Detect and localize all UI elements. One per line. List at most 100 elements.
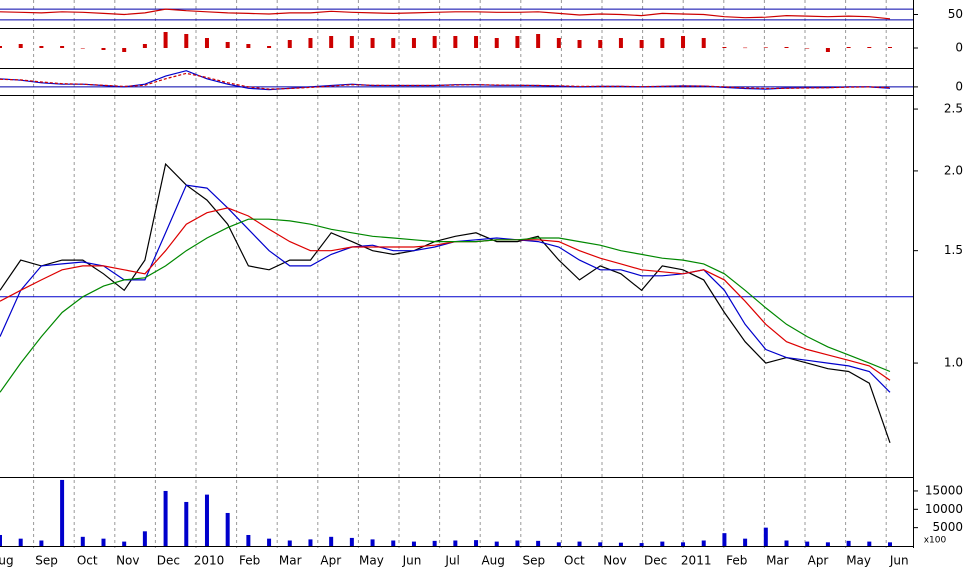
bar xyxy=(618,38,623,48)
bar xyxy=(163,490,168,546)
x-tick-label: May xyxy=(846,554,871,568)
bar xyxy=(101,538,106,546)
x-tick-label: Nov xyxy=(603,554,626,568)
bar xyxy=(888,47,892,48)
x-tick-label: Feb xyxy=(726,554,747,568)
bar xyxy=(391,38,396,48)
x-tick-label: Oct xyxy=(77,554,98,568)
series-line xyxy=(0,8,891,20)
bar xyxy=(556,38,561,48)
bar xyxy=(763,47,768,48)
y-tick-label: 0 xyxy=(955,41,963,55)
x-tick-label: Jul xyxy=(444,554,459,568)
bar xyxy=(80,536,85,546)
y-tick-label: 15000 xyxy=(925,483,963,497)
x-tick-label: Jun xyxy=(889,554,909,568)
bar xyxy=(204,494,209,546)
bar xyxy=(805,541,810,546)
x-tick-label: Sep xyxy=(522,554,545,568)
bar xyxy=(39,540,44,546)
bar xyxy=(184,34,189,48)
bar xyxy=(577,40,582,48)
x-tick-label: Oct xyxy=(564,554,585,568)
x-tick-label: Mar xyxy=(766,554,789,568)
unit-label: x100 xyxy=(924,536,947,546)
x-tick-label: Aug xyxy=(481,554,504,568)
bar xyxy=(349,537,354,546)
series-line xyxy=(0,72,891,90)
bar xyxy=(122,541,127,546)
bar xyxy=(867,47,872,48)
bar xyxy=(370,539,375,546)
bar xyxy=(432,540,437,546)
bar xyxy=(639,543,644,546)
bar xyxy=(267,46,272,48)
series-line xyxy=(0,207,891,381)
y-tick-label: 5000 xyxy=(932,520,963,534)
bar xyxy=(743,538,748,546)
bar xyxy=(888,542,892,546)
bar xyxy=(598,40,603,48)
bar xyxy=(246,44,251,48)
bar xyxy=(474,36,479,48)
bar xyxy=(308,539,313,546)
bar xyxy=(494,38,499,48)
bar xyxy=(411,38,416,48)
bar xyxy=(867,541,872,546)
bar xyxy=(536,540,541,546)
bar xyxy=(763,527,768,546)
bar xyxy=(660,38,665,48)
bar xyxy=(101,48,106,50)
bar xyxy=(515,36,520,48)
bar xyxy=(142,531,147,546)
y-tick-label: 1.0 xyxy=(944,356,963,370)
bar xyxy=(391,540,396,546)
bar xyxy=(784,540,789,546)
bar xyxy=(287,540,292,546)
x-tick-label: Apr xyxy=(808,554,829,568)
series-line xyxy=(0,184,891,393)
y-tick-label: 0 xyxy=(955,79,963,93)
bar xyxy=(246,534,251,546)
x-tick-label: Apr xyxy=(320,554,341,568)
bar xyxy=(39,46,44,48)
bar xyxy=(184,501,189,546)
bar xyxy=(556,542,561,546)
bar xyxy=(494,541,499,546)
bar xyxy=(142,44,147,48)
bar xyxy=(515,540,520,546)
y-tick-label: 2.0 xyxy=(944,163,963,177)
bar xyxy=(18,44,23,48)
bar xyxy=(432,36,437,48)
bar xyxy=(370,38,375,48)
x-tick-label: Nov xyxy=(116,554,139,568)
x-tick-label: ug xyxy=(0,554,14,568)
y-tick-label: 50 xyxy=(948,7,963,21)
bar xyxy=(701,540,706,546)
bar xyxy=(453,36,458,48)
bar xyxy=(825,542,830,546)
bar xyxy=(411,541,416,546)
bar xyxy=(18,538,23,546)
bar xyxy=(846,47,851,48)
bar xyxy=(329,36,334,48)
bar xyxy=(577,541,582,546)
bar xyxy=(701,38,706,48)
x-tick-label: Dec xyxy=(157,554,180,568)
x-tick-label: Sep xyxy=(35,554,58,568)
bar xyxy=(308,38,313,48)
bar xyxy=(639,40,644,48)
bar xyxy=(722,533,727,546)
bar xyxy=(267,538,272,546)
x-tick-label: Feb xyxy=(239,554,260,568)
bar xyxy=(598,542,603,546)
bar xyxy=(743,47,748,49)
bar xyxy=(287,40,292,48)
x-tick-label: May xyxy=(359,554,384,568)
bar xyxy=(722,47,727,48)
bar xyxy=(225,42,230,48)
bar xyxy=(80,48,85,49)
bar xyxy=(681,542,686,546)
bar xyxy=(122,48,127,52)
